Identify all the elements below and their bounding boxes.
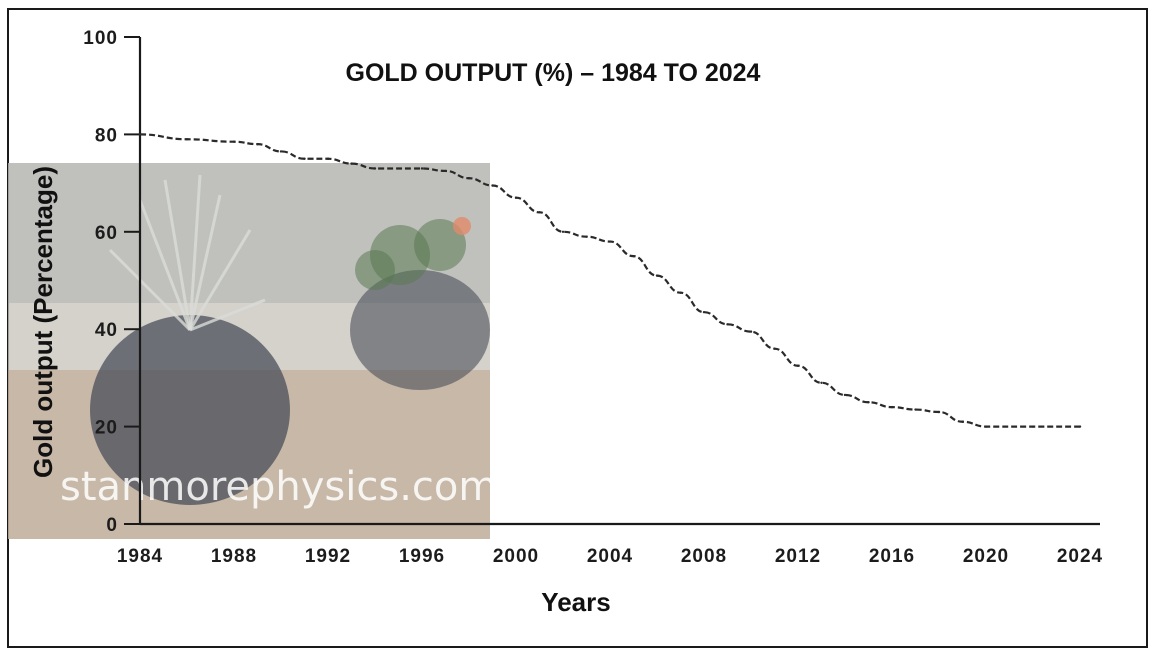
data-point — [890, 405, 894, 409]
data-point — [279, 150, 283, 153]
x-tick-label: 1996 — [399, 546, 445, 567]
data-point — [303, 157, 306, 160]
data-point — [773, 347, 776, 350]
series-points — [138, 133, 1082, 428]
data-point — [702, 310, 706, 314]
y-tick-label: 40 — [95, 320, 118, 341]
y-tick-label: 80 — [95, 125, 118, 146]
data-point — [937, 410, 941, 414]
data-point — [1031, 425, 1035, 428]
x-tick-label: 2000 — [493, 546, 539, 567]
data-point — [984, 425, 988, 428]
chart-title: GOLD OUTPUT (%) – 1984 TO 2024 — [346, 59, 761, 87]
x-tick-label: 1988 — [211, 546, 257, 567]
data-point — [867, 401, 870, 404]
data-point — [467, 177, 471, 180]
y-tick-label: 20 — [95, 418, 118, 439]
data-point — [585, 235, 588, 238]
series-line-gold-output — [139, 133, 1080, 428]
x-tick-label: 2004 — [587, 546, 633, 567]
data-point — [373, 167, 377, 170]
data-point — [820, 381, 823, 384]
x-tick-label: 2016 — [869, 546, 915, 567]
data-point — [961, 420, 964, 423]
data-point — [232, 140, 236, 143]
data-point — [608, 240, 612, 243]
data-point — [420, 167, 424, 170]
data-point — [632, 254, 635, 258]
y-tick-label: 0 — [106, 515, 118, 536]
x-axis-ticks: 1984 1988 1992 1996 2000 2004 2008 2012 2016 2020… — [117, 546, 1103, 567]
y-axis-ticks: 0 20 40 60 80 100 — [83, 28, 140, 536]
data-point — [350, 162, 353, 165]
data-point — [914, 408, 917, 411]
data-point — [655, 274, 659, 277]
data-point — [1078, 425, 1082, 428]
x-tick-label: 2008 — [681, 546, 727, 567]
x-tick-label: 2012 — [775, 546, 821, 567]
data-point — [138, 133, 142, 136]
data-point — [444, 169, 447, 173]
y-tick-label: 60 — [95, 223, 118, 244]
data-point — [538, 211, 541, 214]
x-axis-title: Years — [541, 587, 610, 617]
data-point — [679, 291, 682, 294]
data-point — [256, 142, 259, 146]
data-point — [326, 157, 330, 160]
data-point — [796, 364, 800, 367]
data-point — [561, 230, 565, 233]
x-tick-label: 2020 — [963, 546, 1009, 567]
y-tick-label: 100 — [83, 28, 118, 49]
x-tick-label: 1984 — [117, 546, 163, 567]
x-tick-label: 1992 — [305, 546, 351, 567]
data-point — [491, 184, 494, 187]
data-point — [749, 330, 753, 333]
x-tick-label: 2024 — [1057, 546, 1103, 567]
data-point — [185, 138, 189, 141]
data-point — [726, 323, 729, 326]
y-axis-title: Gold output (Percentage) — [28, 166, 58, 478]
data-point — [514, 196, 518, 199]
data-point — [843, 393, 847, 397]
watermark-text: stanmorephysics.com — [60, 464, 497, 510]
